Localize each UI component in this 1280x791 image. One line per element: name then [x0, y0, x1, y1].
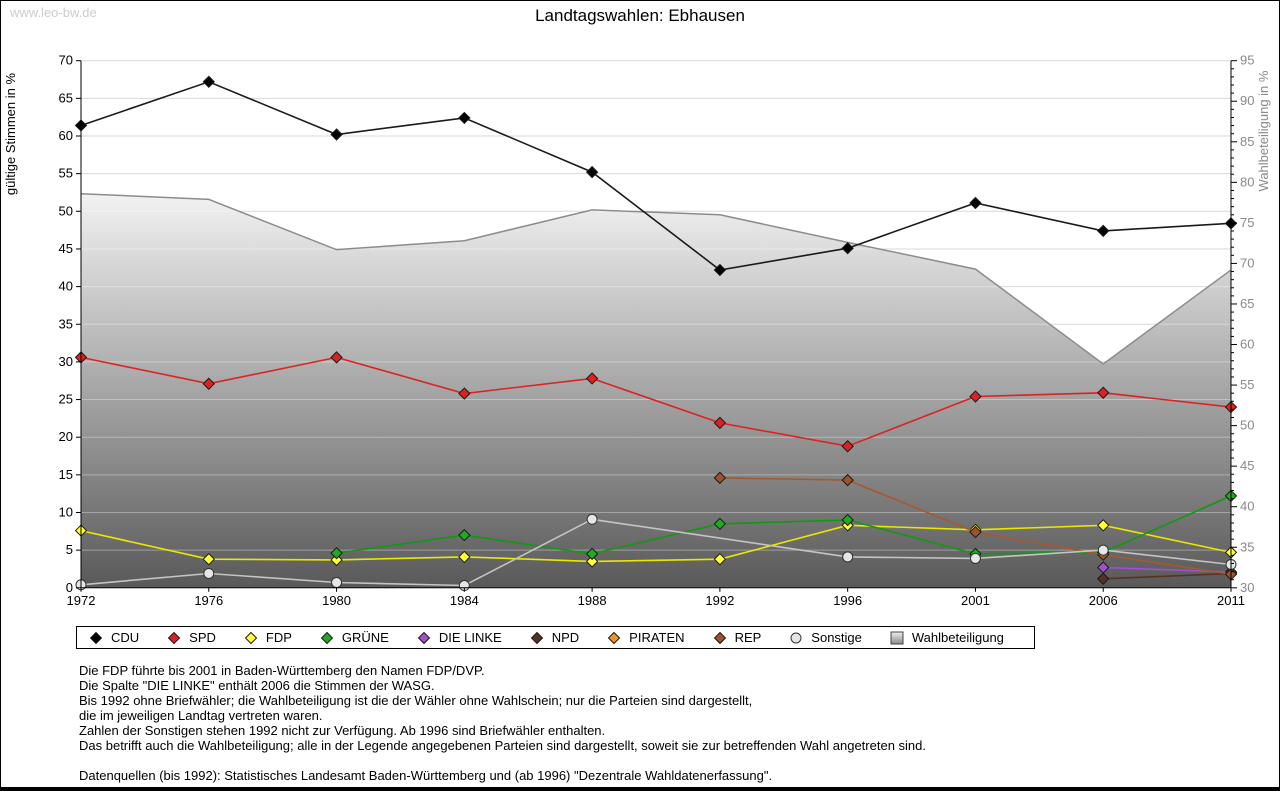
svg-text:80: 80 — [1240, 174, 1254, 189]
series-cdu — [74, 75, 1238, 277]
svg-text:70: 70 — [59, 53, 73, 68]
legend-item-rep: REP — [713, 630, 762, 645]
svg-text:1976: 1976 — [194, 593, 223, 608]
footnote-line: Die Spalte "DIE LINKE" enthält 2006 die … — [79, 678, 435, 693]
svg-text:95: 95 — [1240, 53, 1254, 68]
svg-text:50: 50 — [1240, 418, 1254, 433]
legend-item-piraten: PIRATEN — [607, 630, 685, 645]
npd-marker-icon — [530, 631, 543, 644]
svg-text:5: 5 — [66, 542, 73, 557]
svg-text:40: 40 — [59, 279, 73, 294]
rep-marker-icon — [713, 631, 726, 644]
fdp-marker-icon — [244, 631, 258, 644]
footnote-line: Bis 1992 ohne Briefwähler; die Wahlbetei… — [79, 693, 753, 708]
footnote-line: Das betrifft auch die Wahlbeteiligung; a… — [79, 738, 926, 753]
svg-text:55: 55 — [59, 166, 73, 181]
legend-label: DIE LINKE — [438, 630, 502, 645]
svg-text:60: 60 — [59, 128, 73, 143]
svg-text:0: 0 — [66, 580, 73, 595]
legend-item-sonstige: Sonstige — [789, 630, 862, 645]
cdu-marker-icon — [89, 631, 103, 644]
wahlbeteiligung-marker-icon — [890, 631, 904, 644]
legend-item-grüne: GRÜNE — [320, 630, 389, 645]
svg-text:2001: 2001 — [961, 593, 990, 608]
legend-label: REP — [734, 630, 762, 645]
grüne-marker-icon — [320, 631, 334, 644]
turnout-line — [80, 192, 1232, 365]
svg-text:40: 40 — [1240, 499, 1254, 514]
svg-text:20: 20 — [59, 429, 73, 444]
footnote-line: Datenquellen (bis 1992): Statistisches L… — [79, 768, 773, 783]
legend-item-fdp: FDP — [244, 630, 292, 645]
legend-label: FDP — [265, 630, 292, 645]
sonstige-marker-icon — [790, 632, 802, 643]
footnote-line: Zahlen der Sonstigen stehen 1992 nicht z… — [79, 723, 606, 738]
svg-text:45: 45 — [1240, 458, 1254, 473]
legend-label: CDU — [111, 630, 140, 645]
svg-text:15: 15 — [59, 467, 73, 482]
svg-text:2011: 2011 — [1217, 593, 1245, 608]
footnote-line — [79, 753, 1179, 768]
turnout-area — [81, 193, 1231, 588]
svg-text:1972: 1972 — [67, 593, 96, 608]
axes: 0 5 10 15 20 25 30 35 40 45 50 55 60 65 70 30 35 40 45 50 55… — [59, 53, 1255, 608]
svg-text:25: 25 — [59, 392, 73, 407]
series-sonstige — [75, 513, 1237, 592]
footnotes: Die FDP führte bis 2001 in Baden-Württem… — [79, 663, 1179, 783]
page-title: Landtagswahlen: Ebhausen — [535, 6, 745, 25]
svg-text:55: 55 — [1240, 377, 1254, 392]
svg-text:1980: 1980 — [322, 593, 351, 608]
legend-label: Wahlbeteiligung — [911, 630, 1004, 645]
legend-item-spd: SPD — [167, 630, 216, 645]
svg-text:45: 45 — [59, 241, 73, 256]
svg-text:65: 65 — [1240, 296, 1254, 311]
legend-label: GRÜNE — [341, 630, 389, 645]
svg-text:85: 85 — [1240, 134, 1254, 149]
footnote-line: die im jeweiligen Landtag vertreten ware… — [79, 708, 323, 723]
election-line-chart: 0 5 10 15 20 25 30 35 40 45 50 55 60 65 70 30 35 40 45 50 55… — [3, 53, 1271, 608]
legend-item-die-linke: DIE LINKE — [417, 630, 502, 645]
svg-text:2006: 2006 — [1089, 593, 1118, 608]
svg-text:30: 30 — [59, 354, 73, 369]
legend-label: Sonstige — [811, 630, 862, 645]
legend-label: NPD — [551, 630, 580, 645]
legend: CDU SPD FDP GRÜNE DIE LINKE NPD PIRATEN REP Sons… — [76, 626, 1035, 649]
right-axis-label: Wahlbeteiligung in % — [1256, 70, 1271, 191]
svg-text:30: 30 — [1240, 580, 1254, 595]
svg-text:1992: 1992 — [705, 593, 734, 608]
svg-text:10: 10 — [59, 505, 73, 520]
watermark: www.leo-bw.de — [10, 5, 97, 20]
footnote-line: Die FDP führte bis 2001 in Baden-Württem… — [79, 663, 485, 678]
legend-label: PIRATEN — [629, 630, 685, 645]
svg-text:35: 35 — [59, 316, 73, 331]
svg-text:35: 35 — [1240, 539, 1254, 554]
svg-text:1988: 1988 — [578, 593, 607, 608]
legend-item-npd: NPD — [530, 630, 579, 645]
legend-item-wahlbeteiligung: Wahlbeteiligung — [890, 630, 1004, 645]
svg-text:60: 60 — [1240, 337, 1254, 352]
svg-text:70: 70 — [1240, 255, 1254, 270]
svg-text:65: 65 — [59, 90, 73, 105]
piraten-marker-icon — [607, 631, 621, 644]
die-linke-marker-icon — [417, 631, 431, 644]
left-axis-label: gültige Stimmen in % — [3, 73, 18, 196]
svg-text:1996: 1996 — [833, 593, 862, 608]
legend-item-cdu: CDU — [89, 630, 139, 645]
svg-text:1984: 1984 — [450, 593, 479, 608]
spd-marker-icon — [167, 631, 181, 644]
legend-label: SPD — [189, 630, 216, 645]
svg-text:50: 50 — [59, 203, 73, 218]
svg-text:90: 90 — [1240, 93, 1254, 108]
svg-text:75: 75 — [1240, 215, 1254, 230]
